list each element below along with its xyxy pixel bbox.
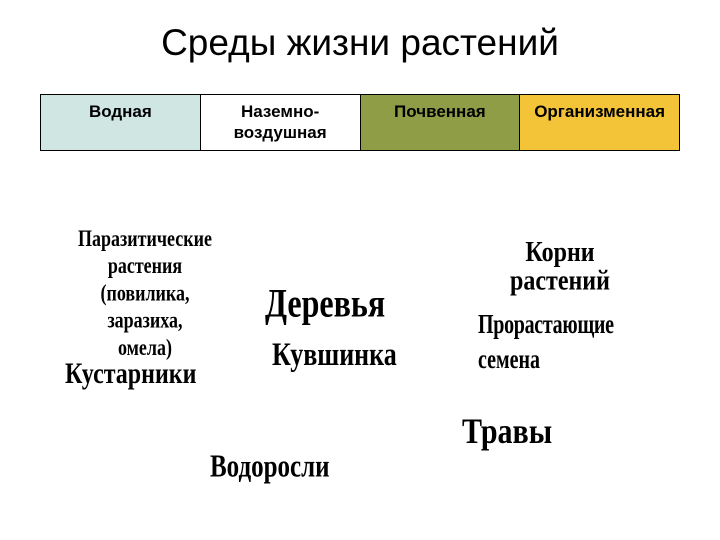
word-7: семена (478, 345, 540, 376)
env-cell-2: Почвенная (360, 95, 520, 150)
word-5: Корнирастений (480, 238, 640, 296)
env-cell-0: Водная (41, 95, 200, 150)
word-1: Кустарники (65, 358, 196, 392)
word-6: Прорастающие (478, 310, 614, 341)
word-4: Кувшинка (272, 336, 397, 374)
page-title: Среды жизни растений (0, 0, 720, 64)
word-2: Водоросли (210, 450, 330, 485)
word-0: Паразитическиерастения(повилика,заразиха… (60, 225, 230, 362)
environments-row: ВоднаяНаземно-воздушнаяПочвеннаяОрганизм… (40, 94, 680, 151)
env-cell-3: Организменная (519, 95, 679, 150)
word-8: Травы (462, 412, 552, 453)
env-cell-1: Наземно-воздушная (200, 95, 360, 150)
word-3: Деревья (265, 280, 385, 326)
